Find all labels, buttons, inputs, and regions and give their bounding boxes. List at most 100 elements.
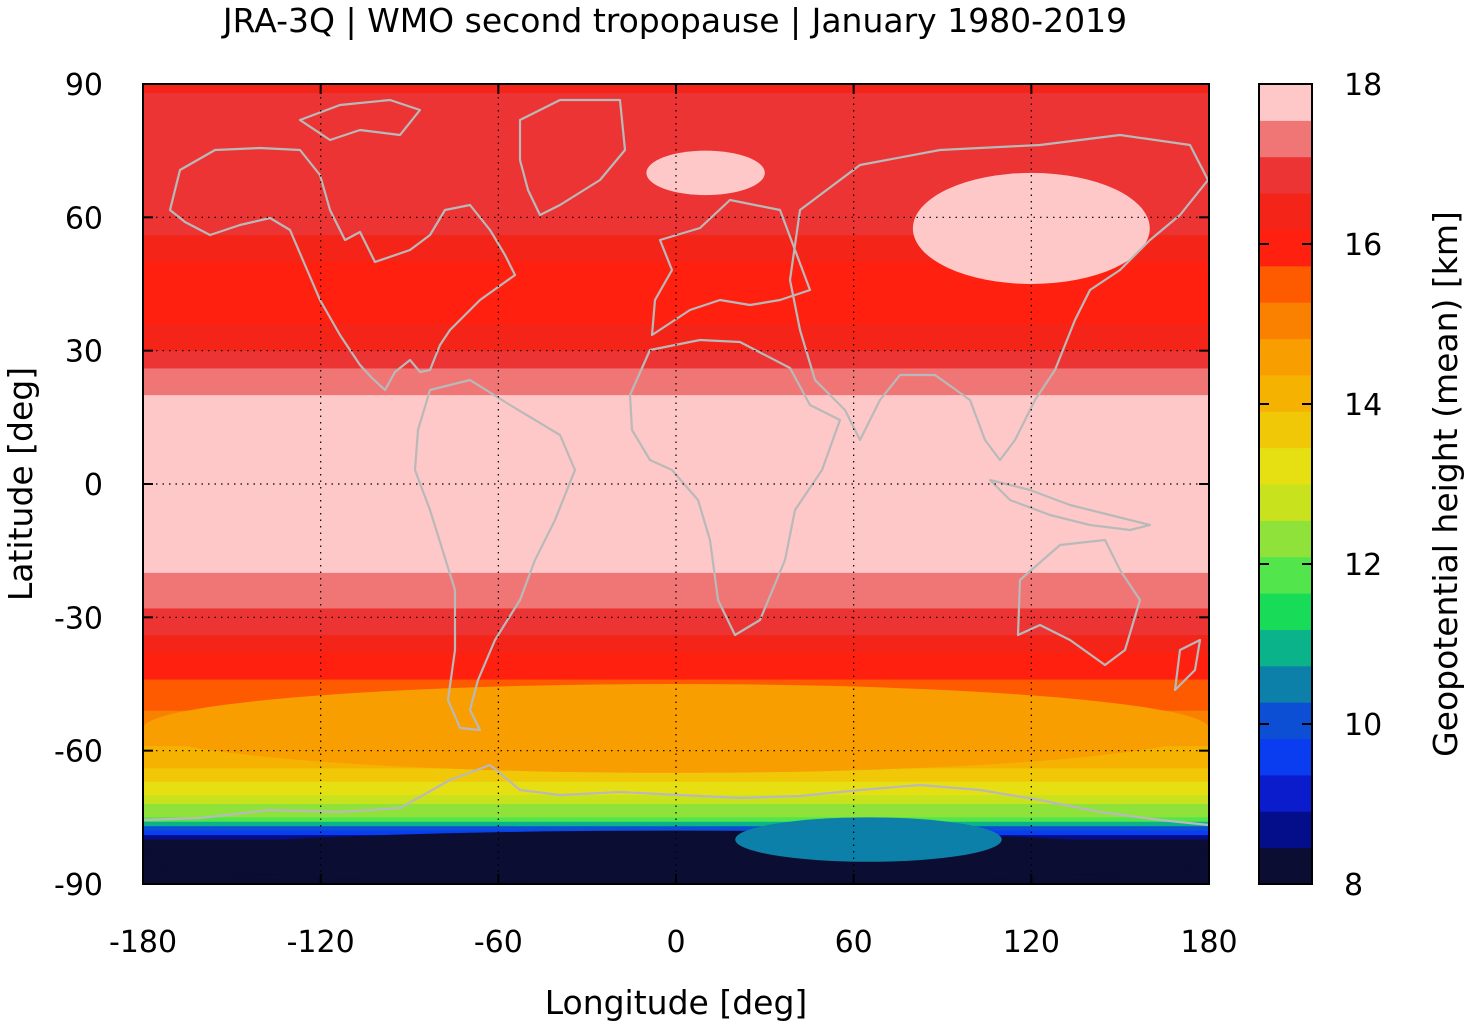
colorbar-segment xyxy=(1259,593,1312,630)
y-ticks: -90 -60 -30 0 30 60 90 xyxy=(54,68,1209,903)
x-tick-label: 120 xyxy=(1003,925,1060,960)
x-tick-label: 180 xyxy=(1180,925,1237,960)
coastline-asia xyxy=(788,133,1209,462)
colorbar-segment xyxy=(1259,374,1312,412)
heatmap-band xyxy=(143,808,1209,814)
chart-title: JRA-3Q | WMO second tropopause | January… xyxy=(221,1,1127,40)
heatmap-band xyxy=(143,101,1209,112)
colorbar-segment xyxy=(1259,774,1312,812)
colorbar-segment xyxy=(1259,193,1312,230)
colorbar-segment xyxy=(1259,265,1312,303)
heatmap-band xyxy=(143,128,1209,138)
heatmap-band xyxy=(143,137,1209,147)
colorbar-tick-label: 12 xyxy=(1344,548,1382,583)
heatmap-band xyxy=(143,661,1209,672)
heatmap-band xyxy=(143,812,1209,818)
colorbar-tick-label: 18 xyxy=(1344,68,1382,103)
grid xyxy=(143,84,1209,884)
x-tick-label: -120 xyxy=(287,925,355,960)
coastline-new-zealand xyxy=(1173,638,1202,692)
heatmap-band xyxy=(143,439,1209,450)
heatmap-band xyxy=(143,466,1209,476)
heatmap-band xyxy=(143,635,1209,645)
heatmap-band xyxy=(143,590,1209,601)
colorbar-segment xyxy=(1259,338,1312,376)
heatmap-band xyxy=(143,226,1209,236)
y-tick-label: 60 xyxy=(65,201,103,236)
heatmap-band xyxy=(143,244,1209,254)
coastline-south-america xyxy=(413,378,577,732)
colorbar-segment xyxy=(1259,84,1312,121)
heatmap-band xyxy=(143,252,1209,263)
colorbar-segment xyxy=(1259,629,1312,667)
heatmap-band xyxy=(143,377,1209,387)
heatmap-band xyxy=(143,395,1209,405)
colorbar xyxy=(1259,84,1312,885)
heatmap-band xyxy=(143,546,1209,556)
heatmap-band xyxy=(143,199,1209,210)
heatmap-band xyxy=(143,484,1209,494)
heatmap-band xyxy=(143,235,1209,245)
heatmap-band xyxy=(143,795,1209,801)
coastline-arctic-islands xyxy=(298,98,422,142)
y-tick-label: -90 xyxy=(54,868,103,903)
heatmap-band xyxy=(143,564,1209,574)
x-tick-label: 60 xyxy=(835,925,873,960)
colorbar-segment xyxy=(1259,411,1312,449)
heatmap-band xyxy=(143,306,1209,316)
heatmap-band xyxy=(143,772,1209,778)
coastline-greenland xyxy=(518,98,627,217)
colorbar-segment xyxy=(1259,484,1312,521)
heatmap-band xyxy=(143,617,1209,627)
colorbar-label: Geopotential height (mean) [km] xyxy=(1426,211,1465,757)
heatmap-band xyxy=(143,510,1209,521)
heatmap-band xyxy=(143,421,1209,432)
colorbar-segment xyxy=(1259,229,1312,267)
heatmap-band xyxy=(143,781,1209,787)
y-axis-label: Latitude [deg] xyxy=(1,367,40,601)
heatmap-band xyxy=(143,821,1209,827)
y-tick-label: 90 xyxy=(65,68,103,103)
y-tick-label: -60 xyxy=(54,735,103,770)
heatmap-band xyxy=(143,608,1209,618)
heatmap-band xyxy=(143,537,1209,547)
heatmap-band xyxy=(143,208,1209,218)
heatmap-band xyxy=(143,519,1209,530)
x-axis-label: Longitude [deg] xyxy=(545,983,808,1022)
y-tick-label: 0 xyxy=(84,468,103,503)
heatmap-band xyxy=(143,492,1209,503)
heatmap-band xyxy=(143,110,1209,121)
heatmap-band xyxy=(143,786,1209,792)
colorbar-tick-label: 14 xyxy=(1344,388,1382,423)
plot-area xyxy=(143,84,1209,884)
heatmap-band xyxy=(143,279,1209,290)
colorbar-segment xyxy=(1259,156,1312,194)
heatmap-band xyxy=(143,572,1209,583)
coastline-antarctica xyxy=(143,763,1209,827)
colorbar-segment xyxy=(1259,665,1312,703)
heatmap-band xyxy=(143,350,1209,361)
heatmap-band xyxy=(143,146,1209,156)
colorbar-segment xyxy=(1259,556,1312,594)
heatmap-band xyxy=(143,217,1209,227)
heatmap-band xyxy=(143,270,1209,281)
heatmap-band xyxy=(143,404,1209,414)
heatmap-band xyxy=(143,799,1209,805)
coastlines xyxy=(143,98,1209,827)
colorbar-tick-label: 16 xyxy=(1344,228,1382,263)
coastline-europe xyxy=(650,198,812,337)
heatmap-band xyxy=(143,644,1209,654)
colorbar-tick-label: 8 xyxy=(1344,868,1363,903)
x-tick-label: -60 xyxy=(474,925,523,960)
heatmap-band xyxy=(143,448,1209,458)
coastline-australia xyxy=(1016,538,1142,667)
heatmap-feature xyxy=(735,817,1002,862)
colorbar-segment xyxy=(1259,520,1312,558)
heatmap-band xyxy=(143,652,1209,663)
heatmap-feature xyxy=(646,150,765,196)
colorbar-segment xyxy=(1259,702,1312,740)
coastline-africa xyxy=(628,338,842,637)
heatmap-band xyxy=(143,475,1209,485)
